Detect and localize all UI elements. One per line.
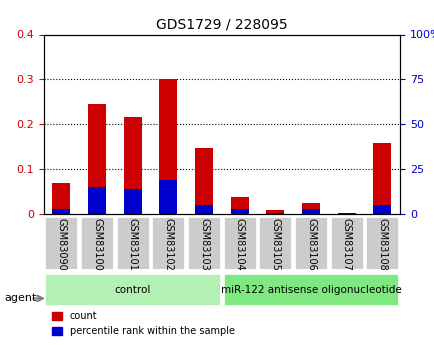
- FancyBboxPatch shape: [45, 217, 77, 269]
- Text: GSM83102: GSM83102: [163, 218, 173, 270]
- Bar: [372, 205, 391, 214]
- FancyBboxPatch shape: [223, 217, 255, 269]
- Text: GSM83103: GSM83103: [199, 218, 208, 270]
- Bar: [230, 209, 248, 214]
- Text: GSM83100: GSM83100: [92, 218, 102, 270]
- Text: GSM83108: GSM83108: [377, 218, 386, 270]
- Legend: count, percentile rank within the sample: count, percentile rank within the sample: [48, 307, 238, 340]
- Text: GSM83106: GSM83106: [306, 218, 315, 270]
- Bar: [159, 79, 177, 214]
- Title: GDS1729 / 228095: GDS1729 / 228095: [156, 18, 287, 32]
- Text: GSM83107: GSM83107: [341, 218, 351, 270]
- Bar: [337, 213, 355, 214]
- FancyBboxPatch shape: [365, 217, 398, 269]
- Text: GSM83105: GSM83105: [270, 218, 279, 270]
- Text: agent: agent: [4, 294, 36, 303]
- Bar: [266, 210, 284, 214]
- Bar: [53, 183, 70, 214]
- FancyBboxPatch shape: [116, 217, 148, 269]
- FancyBboxPatch shape: [223, 274, 398, 305]
- Bar: [159, 180, 177, 214]
- FancyBboxPatch shape: [259, 217, 291, 269]
- Bar: [194, 148, 213, 214]
- Bar: [53, 209, 70, 214]
- Bar: [301, 209, 319, 214]
- Bar: [88, 187, 106, 214]
- Text: miR-122 antisense oligonucleotide: miR-122 antisense oligonucleotide: [220, 285, 401, 295]
- Bar: [266, 213, 284, 214]
- FancyBboxPatch shape: [187, 217, 220, 269]
- Bar: [301, 203, 319, 214]
- Bar: [88, 104, 106, 214]
- Bar: [372, 143, 391, 214]
- FancyBboxPatch shape: [294, 217, 326, 269]
- Text: GSM83104: GSM83104: [234, 218, 244, 270]
- Bar: [194, 205, 213, 214]
- Bar: [124, 117, 141, 214]
- Bar: [230, 197, 248, 214]
- FancyBboxPatch shape: [45, 274, 220, 305]
- Bar: [124, 189, 141, 214]
- Text: GSM83090: GSM83090: [56, 218, 66, 270]
- FancyBboxPatch shape: [81, 217, 113, 269]
- FancyBboxPatch shape: [152, 217, 184, 269]
- FancyBboxPatch shape: [330, 217, 362, 269]
- Text: control: control: [114, 285, 151, 295]
- Text: GSM83101: GSM83101: [128, 218, 137, 270]
